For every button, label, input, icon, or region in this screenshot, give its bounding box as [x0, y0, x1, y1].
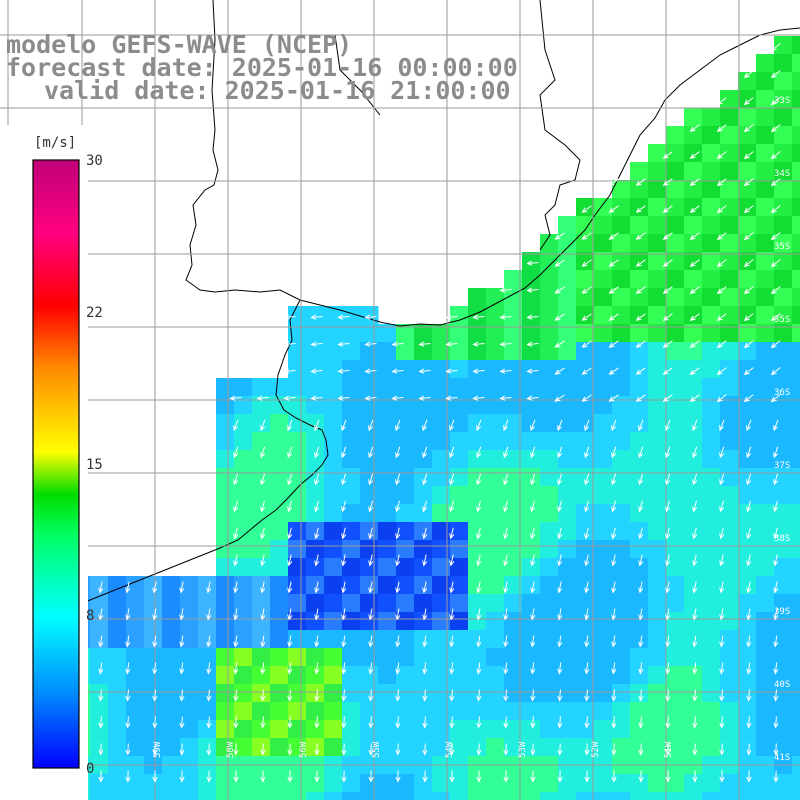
colorbar-tick-15: 15 — [86, 457, 103, 473]
latitude-label: 36S — [774, 388, 790, 398]
latitude-label: 38S — [774, 534, 790, 544]
longitude-label: 55W — [372, 741, 382, 758]
latitude-label: 33S — [774, 96, 790, 106]
coastline — [0, 0, 800, 615]
longitude-label: 54W — [445, 741, 455, 758]
latitude-label: 34S — [774, 169, 790, 179]
latitude-labels: 33S 34S 35S 35S 36S 37S 38S 39S 40S 41S — [774, 96, 790, 763]
longitude-label: 56W — [299, 741, 309, 758]
model-title: modelo GEFS-WAVE (NCEP) — [6, 30, 353, 59]
forecast-date: forecast date: 2025-01-16 00:00:00 — [6, 53, 518, 82]
colorbar-gradient — [32, 159, 80, 769]
latitude-label: 41S — [774, 753, 790, 763]
longitude-label: 58W — [226, 741, 236, 758]
colorbar-tick-0: 0 — [86, 761, 94, 777]
wind-speed-cells — [0, 36, 800, 800]
valid-date: valid date: 2025-01-16 21:00:00 — [44, 76, 511, 105]
colorbar-tick-30: 30 — [86, 153, 103, 169]
latitude-label: 37S — [774, 461, 790, 471]
latitude-label: 35S — [774, 315, 790, 325]
longitude-label: 51W — [664, 741, 674, 758]
colorbar-tick-22: 22 — [86, 305, 103, 321]
latitude-label: 35S — [774, 242, 790, 252]
longitude-label: 53W — [518, 741, 528, 758]
longitude-label: 52W — [591, 741, 601, 758]
latitude-label: 40S — [774, 680, 790, 690]
colorbar-tick-8: 8 — [86, 608, 94, 624]
longitude-label: 59W — [153, 741, 163, 758]
colorbar-unit: [m/s] — [34, 135, 76, 151]
latitude-label: 39S — [774, 607, 790, 617]
